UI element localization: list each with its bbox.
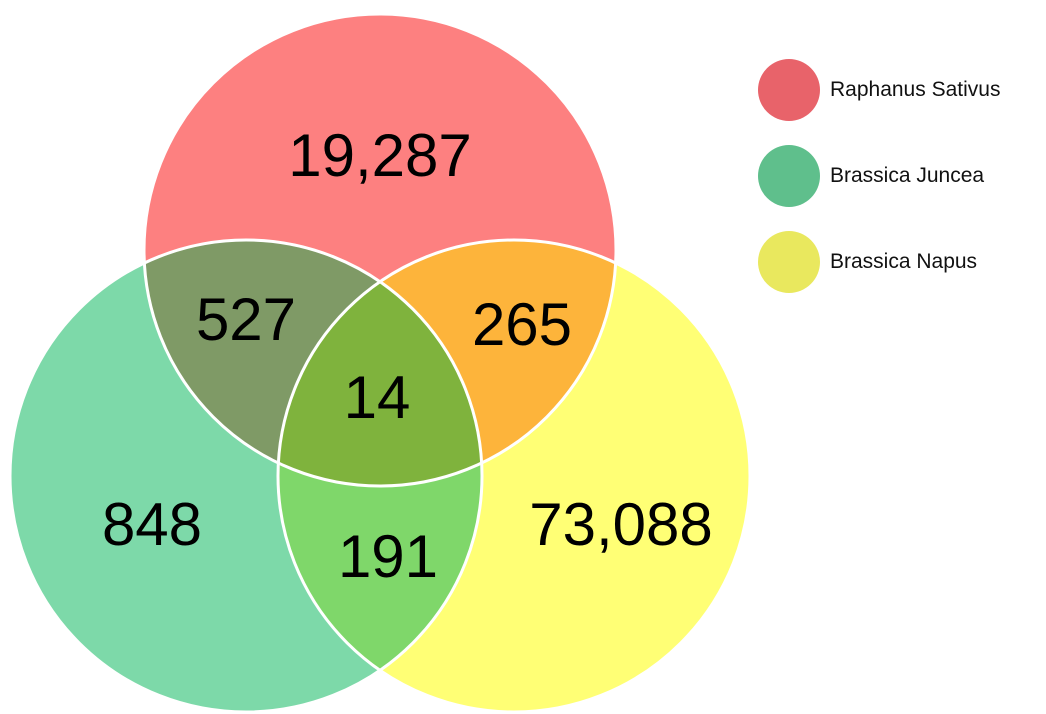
- legend-swatch-brassica-juncea: [758, 145, 820, 207]
- raphanus-juncea-count: 527: [196, 286, 296, 353]
- all-three-count: 14: [344, 364, 411, 431]
- legend-item-brassica-juncea: Brassica Juncea: [758, 145, 1046, 207]
- raphanus-only-count: 19,287: [288, 122, 472, 189]
- legend: Raphanus Sativus Brassica Juncea Brassic…: [758, 59, 1046, 318]
- legend-item-raphanus-sativus: Raphanus Sativus: [758, 59, 1046, 121]
- legend-swatch-raphanus-sativus: [758, 59, 820, 121]
- legend-swatch-brassica-napus: [758, 231, 820, 293]
- legend-label: Brassica Juncea: [830, 164, 985, 187]
- legend-label: Brassica Napus: [830, 250, 978, 273]
- juncea-napus-count: 191: [338, 523, 438, 590]
- napus-only-count: 73,088: [529, 491, 713, 558]
- all-three-overlap: [278, 240, 482, 486]
- legend-item-brassica-napus: Brassica Napus: [758, 231, 1046, 293]
- legend-label: Raphanus Sativus: [830, 78, 1001, 101]
- raphanus-napus-count: 265: [472, 291, 572, 358]
- juncea-only-count: 848: [102, 491, 202, 558]
